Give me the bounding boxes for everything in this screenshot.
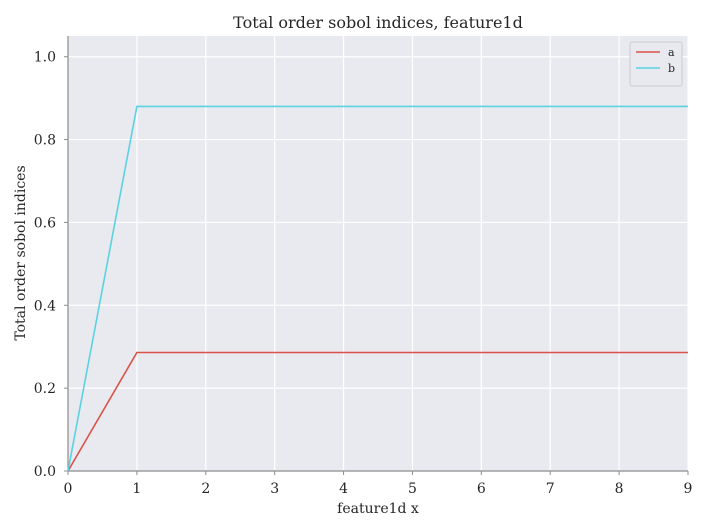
y-tick-label: 0.6	[34, 215, 56, 231]
x-tick-label: 8	[615, 481, 624, 497]
chart-title: Total order sobol indices, feature1d	[233, 13, 523, 32]
y-tick-label: 0.0	[34, 464, 56, 480]
x-tick-label: 2	[201, 481, 210, 497]
y-tick-label: 1.0	[34, 50, 56, 66]
plot-area	[68, 36, 688, 471]
legend: ab	[629, 41, 683, 87]
x-tick-label: 7	[546, 481, 555, 497]
legend-box	[629, 41, 683, 87]
x-tick-label: 5	[408, 481, 417, 497]
x-tick-label: 1	[132, 481, 141, 497]
y-tick-label: 0.2	[34, 381, 56, 397]
x-tick-label: 6	[477, 481, 486, 497]
series-line-b	[67, 105, 688, 472]
x-tick-label: 9	[684, 481, 693, 497]
x-tick-label: 0	[64, 481, 73, 497]
axes	[67, 36, 688, 472]
y-axis-label: Total order sobol indices	[13, 165, 29, 340]
x-axis-label: feature1d x	[337, 501, 419, 517]
x-tick-label: 3	[270, 481, 279, 497]
x-tick-label: 4	[339, 481, 348, 497]
legend-label-a: a	[668, 46, 675, 59]
tick-labels: 0 1 2 3 4 5 6 7 8 9 0.0 0.2 0.4 0.6 0.8 1.0	[34, 50, 693, 497]
y-tick-label: 0.4	[34, 298, 56, 314]
series-lines	[67, 105, 688, 472]
y-tick-label: 0.8	[34, 133, 56, 149]
series-line-a	[67, 351, 688, 472]
legend-label-b: b	[668, 62, 675, 75]
